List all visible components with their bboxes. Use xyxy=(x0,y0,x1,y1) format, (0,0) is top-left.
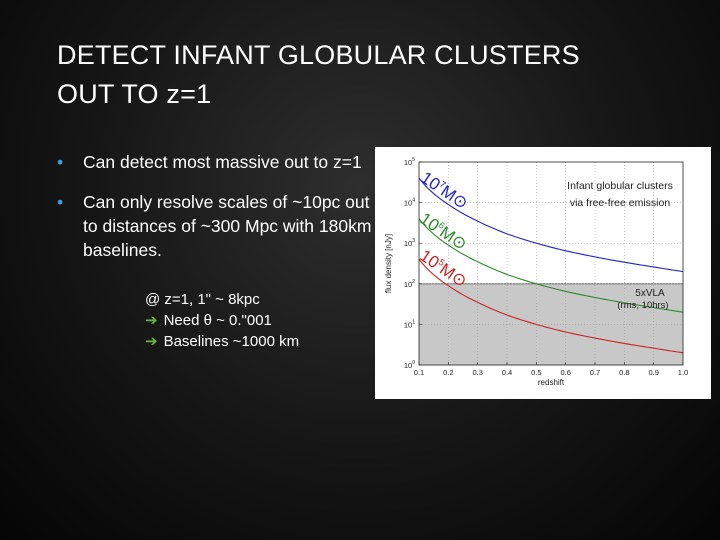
bullet-marker: • xyxy=(57,152,64,172)
y-tick-exponent: 4 xyxy=(412,198,415,204)
threshold-sublabel: (rms, 10hrs) xyxy=(617,300,668,311)
x-tick-label: 0.2 xyxy=(443,368,453,377)
arrow-right-icon: ➔ xyxy=(145,312,158,329)
y-tick-label: 101 xyxy=(404,319,415,329)
x-axis-label: redshift xyxy=(538,378,565,387)
y-tick-label: 102 xyxy=(404,279,415,289)
bullet-marker: • xyxy=(57,192,64,212)
x-tick-label: 0.8 xyxy=(619,368,629,377)
series-line-2 xyxy=(418,218,684,313)
sub-note: @ z=1, 1" ~ 8kpc xyxy=(145,289,385,310)
x-tick-label: 0.1 xyxy=(414,368,424,377)
sub-note-text: Need θ ~ 0."001 xyxy=(163,312,272,329)
title-line-1: DETECT INFANT GLOBULAR CLUSTERS xyxy=(57,40,580,70)
sub-note: ➔ Baselines ~1000 km xyxy=(145,331,385,352)
threshold-label: 5xVLA xyxy=(635,288,665,299)
y-tick-exponent: 5 xyxy=(412,157,415,163)
y-tick-exponent: 0 xyxy=(412,360,415,366)
series-line-3 xyxy=(418,259,684,354)
y-tick-label: 100 xyxy=(404,360,415,370)
plot-frame xyxy=(418,161,684,366)
y-tick-exponent: 3 xyxy=(412,238,415,244)
bullet-text: Can detect most massive out to z=1 xyxy=(83,152,362,172)
bullet-text: Can only resolve scales of ~10pc out to … xyxy=(83,192,372,260)
arrow-right-icon: ➔ xyxy=(145,333,158,350)
x-tick-label: 0.9 xyxy=(648,368,658,377)
flux-chart: 0.1 0.2 0.3 0.4 0.5 0.6 0.7 0.8 0.9 1.0 100 101 102 1… xyxy=(375,147,711,399)
x-tick-label: 0.3 xyxy=(472,368,482,377)
y-tick-exponent: 1 xyxy=(412,319,415,325)
series-line-1 xyxy=(418,177,684,273)
x-tick-label: 1.0 xyxy=(678,368,688,377)
x-tick-label: 0.4 xyxy=(502,368,512,377)
y-tick-label: 104 xyxy=(404,198,415,208)
sub-note-text: @ z=1, 1" ~ 8kpc xyxy=(145,291,260,308)
x-tick-label: 0.5 xyxy=(531,368,541,377)
annotation-line: Infant globular clusters xyxy=(567,180,673,192)
y-axis-label: flux density [nJy] xyxy=(384,234,393,293)
y-tick-label: 105 xyxy=(404,157,415,167)
annotation-line: via free-free emission xyxy=(570,197,671,209)
x-tick-label: 0.7 xyxy=(590,368,600,377)
sub-notes: @ z=1, 1" ~ 8kpc ➔ Need θ ~ 0."001 ➔ Basel… xyxy=(145,289,385,352)
sub-note-text: Baselines ~1000 km xyxy=(163,333,300,350)
bullet-item: • Can detect most massive out to z=1 xyxy=(57,150,377,174)
bullet-list: • Can detect most massive out to z=1 • C… xyxy=(57,150,377,278)
x-tick-label: 0.6 xyxy=(560,368,570,377)
bullet-item: • Can only resolve scales of ~10pc out t… xyxy=(57,190,377,262)
sub-note: ➔ Need θ ~ 0."001 xyxy=(145,310,385,331)
chart-svg: 0.1 0.2 0.3 0.4 0.5 0.6 0.7 0.8 0.9 1.01001011021… xyxy=(384,157,688,387)
slide-title: DETECT INFANT GLOBULAR CLUSTERS OUT TO z… xyxy=(57,36,677,114)
title-line-2: OUT TO z=1 xyxy=(57,79,212,109)
y-tick-exponent: 2 xyxy=(412,279,415,285)
y-tick-label: 103 xyxy=(404,238,415,248)
